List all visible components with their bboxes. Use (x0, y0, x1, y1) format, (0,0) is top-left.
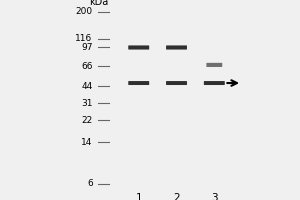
Text: 22: 22 (81, 116, 93, 125)
Text: kDa: kDa (90, 0, 109, 7)
FancyBboxPatch shape (166, 81, 187, 85)
Text: 200: 200 (76, 7, 93, 17)
Text: 116: 116 (75, 34, 93, 43)
FancyBboxPatch shape (128, 45, 149, 50)
Text: 6: 6 (87, 180, 93, 188)
Text: 31: 31 (81, 99, 93, 108)
Text: 2: 2 (173, 193, 180, 200)
FancyBboxPatch shape (166, 45, 187, 50)
FancyBboxPatch shape (128, 81, 149, 85)
Text: 3: 3 (211, 193, 217, 200)
Text: 97: 97 (81, 43, 93, 52)
FancyBboxPatch shape (206, 63, 222, 67)
FancyBboxPatch shape (204, 81, 225, 85)
Text: 1: 1 (135, 193, 142, 200)
Text: 14: 14 (81, 138, 93, 147)
Text: 66: 66 (81, 62, 93, 71)
Text: 44: 44 (81, 82, 93, 91)
